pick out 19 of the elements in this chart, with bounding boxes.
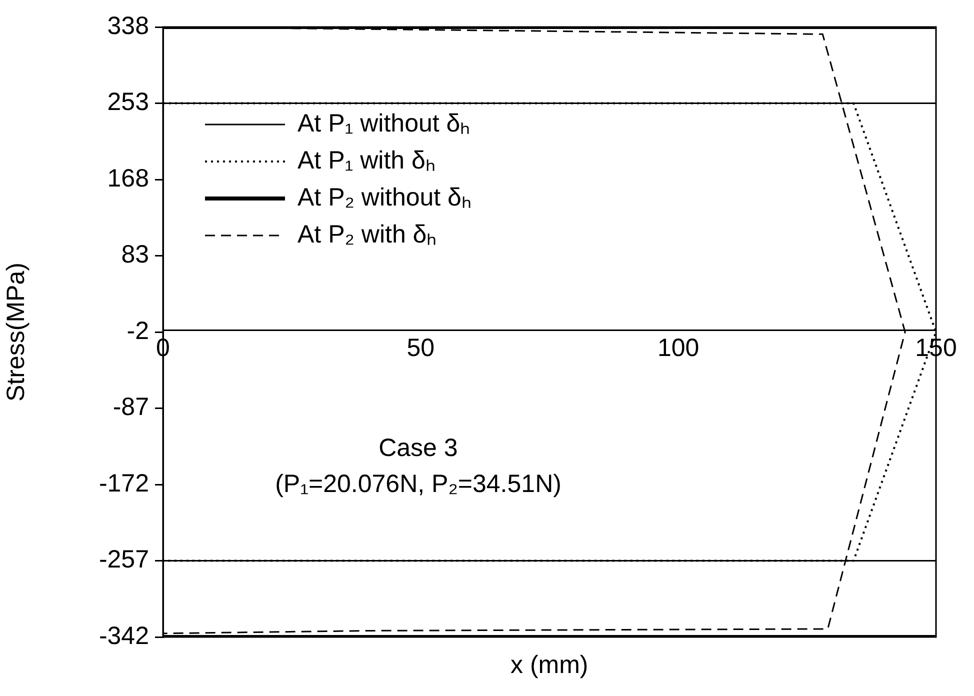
annotation: Case 3 [378,434,458,463]
y-tick-label: 253 [107,88,149,116]
y-axis-title: Stress(MPa) [2,262,30,402]
legend-label: At P₂ without δₕ [298,183,472,212]
annotation: (P₁=20.076N, P₂=34.51N) [275,470,562,499]
legend-label: At P₁ with δₕ [298,146,436,174]
y-tick-label: 338 [107,12,149,40]
y-tick-label: -2 [126,316,149,345]
x-tick-label: 50 [406,334,435,362]
y-tick-label: -172 [98,469,149,498]
x-tick-label: 100 [657,334,700,362]
legend-label: At P₁ without δₕ [298,109,470,138]
y-tick-label: -87 [112,393,149,422]
y-tick-label: -257 [98,546,149,574]
x-axis-title: x (mm) [510,651,588,680]
y-tick-label: 83 [121,240,149,269]
y-tick-label: -342 [98,622,149,650]
y-tick-label: 168 [107,164,149,192]
legend-label: At P₂ with δₕ [298,220,437,248]
